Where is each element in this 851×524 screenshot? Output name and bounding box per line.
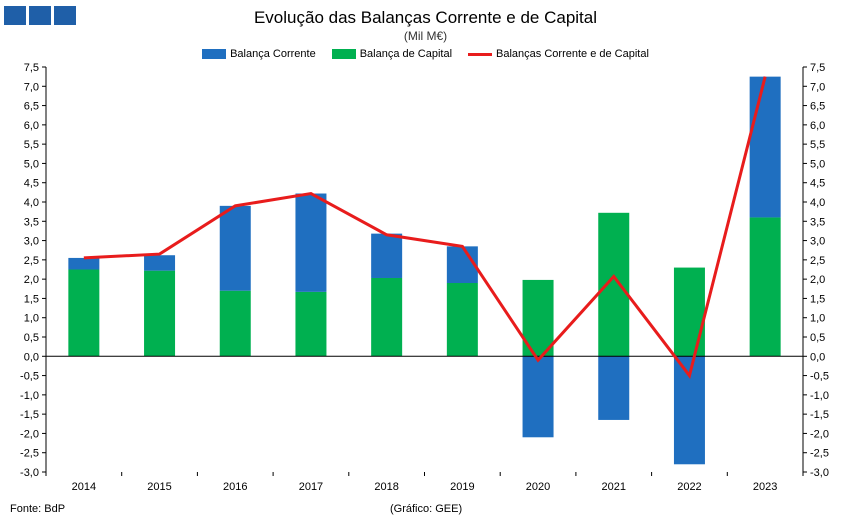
bar-corrente (598, 356, 630, 420)
y-tick-label-right: -1,5 (810, 409, 829, 421)
bar-corrente (295, 193, 327, 292)
legend-swatch-capital (331, 49, 356, 59)
x-tick-label: 2015 (147, 481, 171, 493)
y-tick-label-right: 4,0 (810, 197, 825, 209)
gee-logo (4, 6, 76, 25)
bar-corrente (144, 255, 176, 271)
legend-item-corrente: Balança Corrente (202, 48, 316, 60)
y-tick-label-left: 1,0 (24, 313, 39, 325)
y-tick-label-left: 0,5 (24, 332, 39, 344)
x-tick-label: 2014 (72, 481, 96, 493)
logo-square-3 (54, 6, 76, 25)
bar-capital (673, 267, 705, 357)
x-tick-label: 2023 (753, 481, 777, 493)
chart-title: Evolução das Balanças Corrente e de Capi… (253, 8, 598, 27)
y-tick-label-right: -2,0 (810, 428, 829, 440)
x-tick-label: 2019 (450, 481, 474, 493)
y-tick-label-left: 5,5 (24, 139, 39, 151)
y-tick-label-left: 6,0 (24, 120, 39, 132)
x-tick-label: 2016 (223, 481, 247, 493)
legend-label-corrente: Balança Corrente (230, 48, 316, 60)
y-tick-label-right: 5,0 (810, 158, 825, 170)
y-tick-label-right: -2,5 (810, 448, 829, 460)
y-tick-label-left: 3,0 (24, 236, 39, 248)
y-tick-label-left: 2,5 (24, 255, 39, 267)
y-tick-label-right: 2,5 (810, 255, 825, 267)
y-tick-label-left: -1,5 (20, 409, 39, 421)
x-tick-label: 2017 (299, 481, 323, 493)
y-tick-label-left: 7,0 (24, 81, 39, 93)
legend-item-capital: Balança de Capital (331, 48, 453, 60)
x-tick-label: 2020 (526, 481, 550, 493)
logo-square-2 (29, 6, 51, 25)
y-tick-label-left: -2,0 (20, 428, 39, 440)
y-tick-label-right: 3,5 (810, 216, 825, 228)
y-tick-label-left: 3,5 (24, 216, 39, 228)
y-tick-label-right: 3,0 (810, 236, 825, 248)
y-tick-label-right: 2,0 (810, 274, 825, 286)
chart-subtitle: (Mil M€) (403, 29, 448, 43)
line-total (83, 76, 767, 379)
bar-corrente (371, 233, 403, 278)
bar-corrente (749, 76, 781, 218)
bar-corrente (522, 356, 554, 438)
x-tick-label: 2022 (677, 481, 701, 493)
bar-corrente (446, 246, 478, 283)
x-tick-label: 2018 (374, 481, 398, 493)
bar-capital (598, 212, 630, 357)
y-tick-label-right: 7,0 (810, 81, 825, 93)
y-tick-label-left: 4,0 (24, 197, 39, 209)
bar-capital (144, 270, 176, 357)
bar-capital (446, 283, 478, 357)
chart-legend: Balança Corrente Balança de Capital Bala… (0, 48, 851, 60)
y-tick-label-right: 6,0 (810, 120, 825, 132)
y-tick-label-right: -1,0 (810, 390, 829, 402)
y-tick-label-right: 0,5 (810, 332, 825, 344)
y-tick-label-right: 1,5 (810, 293, 825, 305)
y-tick-label-right: -3,0 (810, 467, 829, 479)
legend-swatch-corrente (202, 49, 227, 59)
y-tick-label-left: 1,5 (24, 293, 39, 305)
y-tick-label-right: -0,5 (810, 371, 829, 383)
y-tick-label-right: 6,5 (810, 101, 825, 113)
legend-item-total: Balanças Corrente e de Capital (468, 48, 649, 60)
y-tick-label-right: 1,0 (810, 313, 825, 325)
y-tick-label-left: 5,0 (24, 158, 39, 170)
credit-note: (Gráfico: GEE) (390, 503, 463, 515)
y-tick-label-left: -1,0 (20, 390, 39, 402)
y-tick-label-left: -3,0 (20, 467, 39, 479)
y-tick-label-right: 4,5 (810, 178, 825, 190)
y-tick-label-right: 0,0 (810, 351, 825, 363)
bar-corrente (219, 205, 251, 291)
x-tick-label: 2021 (602, 481, 626, 493)
y-tick-label-left: -0,5 (20, 371, 39, 383)
source-note: Fonte: BdP (10, 503, 66, 515)
legend-swatch-total (468, 52, 493, 56)
y-tick-label-right: 5,5 (810, 139, 825, 151)
legend-label-total: Balanças Corrente e de Capital (496, 48, 649, 60)
bar-capital (68, 269, 100, 357)
y-tick-label-left: 2,0 (24, 274, 39, 286)
bar-capital (219, 290, 251, 357)
y-tick-label-left: 6,5 (24, 101, 39, 113)
logo-square-1 (4, 6, 26, 25)
y-tick-label-left: 4,5 (24, 178, 39, 190)
bar-capital (371, 277, 403, 357)
y-tick-label-left: 0,0 (24, 351, 39, 363)
bar-corrente (68, 257, 100, 270)
bar-capital (749, 217, 781, 357)
y-tick-label-left: 7,5 (24, 62, 39, 74)
y-tick-label-left: -2,5 (20, 448, 39, 460)
legend-label-capital: Balança de Capital (359, 48, 453, 60)
bar-capital (295, 291, 327, 357)
y-tick-label-right: 7,5 (810, 62, 825, 74)
